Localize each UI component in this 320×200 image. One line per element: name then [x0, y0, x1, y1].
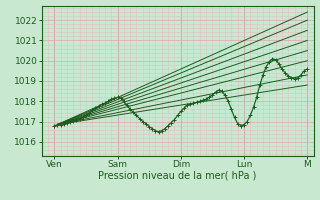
- X-axis label: Pression niveau de la mer( hPa ): Pression niveau de la mer( hPa ): [99, 171, 257, 181]
